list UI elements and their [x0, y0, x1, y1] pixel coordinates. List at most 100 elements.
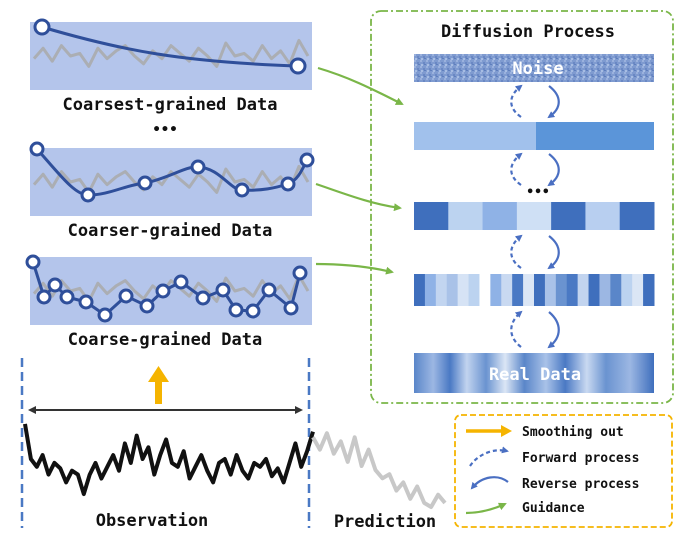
forward-arrow-4 [510, 310, 523, 348]
legend-reverse: Reverse process [470, 476, 639, 492]
legend-smoothing: Smoothing out [466, 425, 624, 440]
stage-bar-3-seg-1 [414, 202, 449, 230]
stage-bar-4-seg-20 [621, 274, 633, 306]
stage-bar-3-seg-3 [482, 202, 518, 230]
stage-bar-4-seg-16 [577, 274, 590, 306]
stage-bar-4-seg-17 [588, 274, 600, 306]
stage-bar-4-seg-10 [512, 274, 524, 306]
stage-bar-4 [414, 274, 655, 306]
coarser-point-2 [80, 187, 96, 203]
coarsest-point-start [33, 18, 51, 36]
coarse-point-8 [139, 298, 155, 314]
coarse-point-11 [195, 290, 211, 306]
stage-bar-4-seg-7 [479, 274, 491, 306]
stage-bar-4-seg-13 [544, 274, 557, 306]
stage-bar-4-seg-2 [424, 274, 437, 306]
forward-arrow-2 [510, 152, 523, 186]
coarse-point-5 [78, 294, 94, 310]
coarsest-label: Coarsest-grained Data [63, 95, 278, 115]
stage-bar-4-seg-19 [610, 274, 622, 306]
coarse-point-14 [245, 303, 261, 319]
coarser-point-5 [234, 182, 250, 198]
coarse-point-9 [155, 283, 171, 299]
coarse-point-6 [97, 307, 113, 323]
coarse-point-7 [118, 288, 134, 304]
coarse-point-15 [261, 282, 277, 298]
reverse-arrow-2 [547, 153, 560, 187]
reverse-arrow-1 [547, 85, 560, 119]
coarse-point-1 [25, 254, 41, 270]
forward-arrow-1 [510, 84, 523, 118]
stage-bar-4-seg-21 [632, 274, 644, 306]
coarse-point-2 [36, 289, 52, 305]
coarsest-point-end [289, 57, 307, 75]
legend-box [454, 414, 673, 528]
coarser-curve-group [29, 141, 315, 203]
observation-label: Observation [96, 511, 209, 531]
stage-bar-4-seg-14 [555, 274, 568, 306]
coarse-point-16 [283, 300, 299, 316]
panel-gray-series-2 [32, 164, 310, 194]
stage-bar-4-seg-5 [457, 274, 470, 306]
guidance-arrow-3 [315, 262, 394, 275]
coarser-point-6 [280, 176, 296, 192]
stage-bar-3-seg-6 [585, 202, 621, 230]
stage-bar-3-seg-2 [448, 202, 484, 230]
stage-bar-3-seg-7 [619, 202, 655, 230]
smoothing-up-arrow-head [148, 366, 169, 382]
stage-bar-4-seg-12 [534, 274, 546, 306]
coarser-point-7 [299, 152, 315, 168]
coarse-point-4 [59, 289, 75, 305]
stage-bar-4-seg-11 [523, 274, 535, 306]
noise-bar [414, 54, 654, 82]
coarse-point-12 [215, 282, 231, 298]
panel-gray-series-1 [32, 38, 310, 68]
coarsest-curve [41, 25, 299, 68]
stage-bar-3-seg-5 [551, 202, 586, 230]
legend-forward: Forward process [469, 446, 639, 467]
stage-bar-4-seg-18 [599, 274, 611, 306]
coarse-point-3 [47, 277, 63, 293]
stage-bar-3-seg-4 [516, 202, 552, 230]
stage-bar-4-seg-15 [566, 274, 579, 306]
legend-smoothing-text: Smoothing out [522, 425, 624, 440]
coarser-point-3 [137, 175, 153, 191]
reverse-arrow-3 [547, 235, 560, 270]
coarse-curve-group [25, 254, 308, 323]
left-ellipsis: ••• [152, 122, 177, 138]
coarser-panel [30, 148, 312, 216]
stage-bar-4-seg-6 [468, 274, 480, 306]
process-arrows [510, 84, 560, 349]
noise-label: Noise [512, 59, 563, 79]
stage-bar-3 [414, 202, 655, 230]
legend-guidance-text: Guidance [522, 501, 585, 516]
coarse-point-10 [173, 274, 189, 290]
stage-bar-2 [414, 122, 654, 150]
right-ellipsis: ••• [526, 185, 549, 200]
legend-guidance: Guidance [465, 501, 585, 516]
forward-arrow-3 [510, 234, 523, 269]
smoothing-up-arrow-body [155, 380, 162, 404]
reverse-arrow-4 [547, 311, 560, 349]
guidance-arrow-2 [315, 182, 402, 212]
stage-bar-4-seg-8 [490, 274, 502, 306]
legend-reverse-text: Reverse process [522, 477, 639, 492]
coarser-point-4 [190, 159, 206, 175]
real-data-bar [414, 353, 654, 393]
panel-gray-series [32, 38, 310, 303]
coarse-point-17 [292, 265, 308, 281]
prediction-label: Prediction [334, 512, 436, 532]
prediction-series [311, 431, 447, 509]
panel-gray-series-3 [32, 273, 310, 303]
stage-bar-4-seg-22 [643, 274, 655, 306]
stage-bar-4-seg-1 [414, 274, 426, 306]
legend-forward-text: Forward process [522, 451, 639, 466]
stage-bar-4-seg-9 [501, 274, 513, 306]
stage-bar-4-seg-3 [435, 274, 448, 306]
coarse-label: Coarse-grained Data [68, 330, 262, 350]
observation-series [23, 423, 315, 497]
guidance-arrow-1 [317, 66, 404, 105]
diffusion-box [370, 10, 674, 404]
